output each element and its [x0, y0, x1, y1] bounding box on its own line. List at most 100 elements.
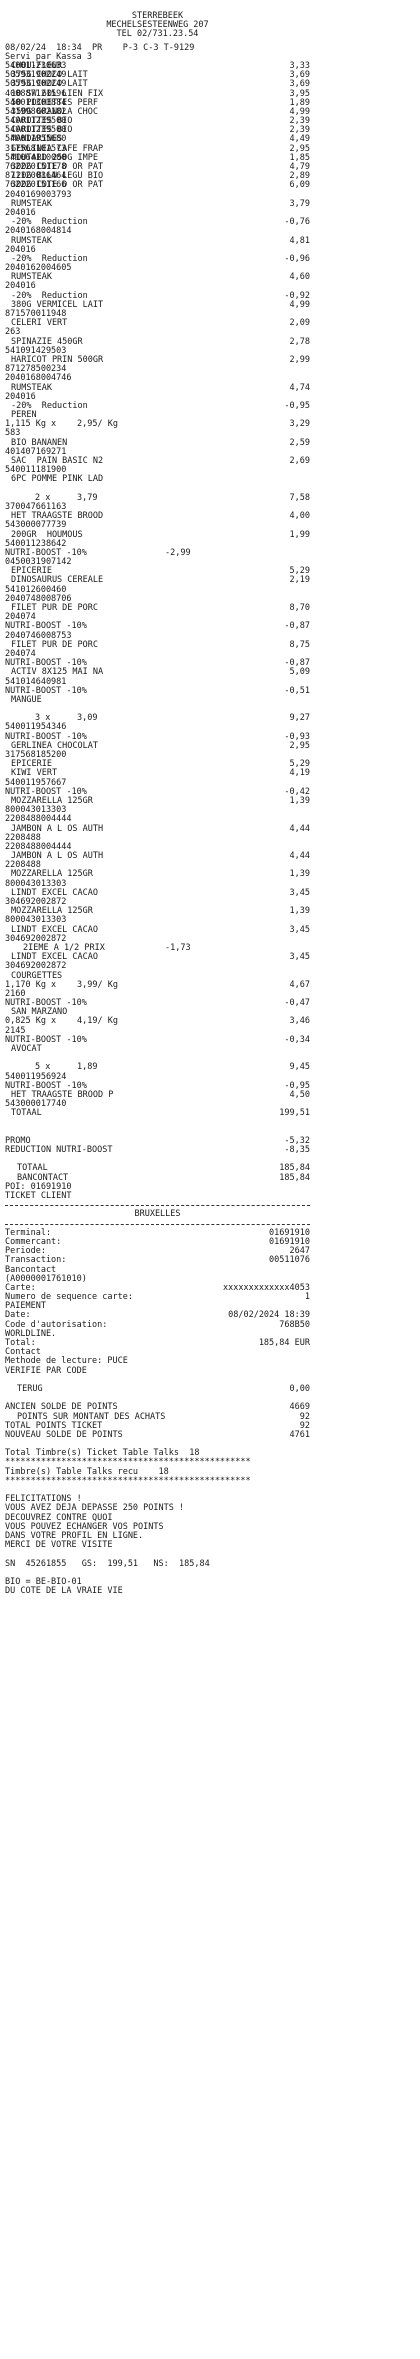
item-description: CHOU-FLEUR — [11, 60, 63, 71]
receipt-line: 762220151178 300G COTE D OR PAT 4,79 — [5, 162, 310, 172]
item-price: 2,59 — [289, 437, 310, 448]
discount-amount: -1,73 — [165, 942, 191, 953]
receipt-line: 543000077739 — [5, 521, 310, 530]
receipt-line: 505931902249 375G CHOCO LAIT 3,69 — [5, 70, 310, 80]
payment-row: Terminal: 01691910 — [5, 1227, 310, 1238]
item-description: MOUTARD 250G IMPE — [11, 152, 98, 163]
item-price: 3,79 — [289, 198, 310, 209]
unit-price: 3,79 — [77, 492, 98, 503]
item-price: 2,39 — [289, 125, 310, 136]
item-price: 1,39 — [289, 795, 310, 806]
item-price: 9,45 — [289, 1062, 310, 1073]
barcode-number: 2040169003793 — [5, 189, 72, 200]
receipt-line: COURGETTES — [5, 970, 310, 981]
receipt-line: 370047661163 — [5, 502, 310, 512]
receipt-line: 543000017740 — [5, 1099, 310, 1109]
barcode-number: 317568101573 — [5, 143, 67, 154]
discount-label: NUTRI-BOOST -10% — [5, 547, 87, 558]
receipt-line: EPICERIE 5,29 — [5, 759, 310, 770]
item-price: 2,95 — [289, 740, 310, 751]
barcode-number: 871120036464 — [5, 171, 67, 182]
barcode-number: 304692002872 — [5, 933, 67, 944]
item-description: HET TRAAGSTE BROOD — [11, 511, 104, 522]
item-quantity: 2 x — [35, 492, 51, 503]
receipt-line: 541012600460 — [5, 584, 310, 595]
stamps-total: Total Timbre(s) Ticket Table Talks 18 — [5, 1448, 200, 1459]
item-price: -0,95 — [284, 1080, 310, 1091]
points-new-value: 4761 — [289, 1429, 310, 1440]
item-price: -0,76 — [284, 217, 310, 228]
payment-details: Terminal: 01691910 Commercant: 01691910 Peri… — [5, 1227, 310, 1266]
item-price: -0,87 — [284, 658, 310, 669]
barcode-number: 800043013303 — [5, 878, 67, 889]
receipt-line: 541064110000 MOUTARD 250G IMPE 1,85 — [5, 152, 310, 163]
discount-label: NUTRI-BOOST -10% — [5, 685, 87, 696]
item-price: -0,42 — [284, 786, 310, 797]
barcode-number: 800043013303 — [5, 915, 67, 926]
barcode-number: 400887121596 — [5, 88, 67, 99]
barcode-number: 540011303884 — [5, 97, 67, 108]
receipt-line: 871278500234 — [5, 364, 310, 374]
item-quantity: 1,115 Kg x — [5, 419, 57, 430]
payment-row: Commercant: 01691910 — [5, 1237, 310, 1247]
receipt-line: 800043013303 — [5, 916, 310, 925]
receipt-line: HET TRAAGSTE BROOD 4,00 — [5, 511, 310, 522]
receipt-line: EPICERIE 5,29 — [5, 567, 310, 576]
date-value: 08/02/2024 18:39 — [228, 1310, 310, 1321]
receipt-line: KIWI VERT 4,19 — [5, 769, 310, 778]
item-description: 300G COTE D OR PAT — [11, 162, 104, 172]
barcode-number: 263 — [5, 327, 21, 338]
barcode-number: 540011954346 — [5, 722, 67, 733]
total-value: 185,84 — [279, 1163, 310, 1174]
receipt-line: NUTRI-BOOST -10% -0,47 — [5, 998, 310, 1008]
barcode-number: 540011239500 — [5, 125, 67, 136]
receipt-datetime: 08/02/24 18:34 PR P-3 C-3 T-9129 — [5, 42, 195, 53]
item-price: 1,39 — [289, 869, 310, 880]
receipt-line: 204016 — [5, 392, 310, 402]
item-price: 8,75 — [289, 639, 310, 650]
item-description: FILET PUR DE PORC — [11, 639, 98, 650]
payment-row-value: 2647 — [289, 1246, 310, 1257]
receipt-line: NUTRI-BOOST -10% -0,95 — [5, 1080, 310, 1091]
receipt-line: FILET PUR DE PORC 8,75 — [5, 639, 310, 650]
item-description: TOTAAL — [11, 1108, 42, 1119]
receipt-line: 304692002872 — [5, 933, 310, 944]
footer-text: VOUS POUVEZ ECHANGER VOS POINTS — [5, 1521, 164, 1532]
item-description: 10 SW 60L LIEN FIX — [11, 88, 104, 99]
barcode-number: 541091429503 — [5, 345, 67, 356]
receipt-line: LINDT EXCEL CACAO 3,45 — [5, 887, 310, 898]
item-description: PEREN — [11, 410, 37, 421]
item-description: 380G VERMICEL LAIT — [11, 299, 104, 310]
reduction-value: -8,35 — [284, 1145, 310, 1156]
receipt-line: 2040162004605 — [5, 263, 310, 273]
store-address: MECHELSESTEENWEG 207 — [106, 20, 209, 31]
item-description: LINDT EXCEL CACAO — [11, 887, 98, 898]
discount-label: NUTRI-BOOST -10% — [5, 786, 87, 797]
item-price: -0,93 — [284, 731, 310, 742]
item-price: -0,87 — [284, 621, 310, 632]
cashier-line: Servi par Kassa 3 — [5, 51, 92, 62]
receipt-line: 401407169271 — [5, 447, 310, 457]
barcode-number: 2145 — [5, 1025, 26, 1036]
receipt-line: 317568185200 — [5, 750, 310, 760]
item-description: KIWI VERT — [11, 768, 58, 779]
item-description: 375G CHOCO LAIT — [11, 79, 88, 90]
receipt-line: NUTRI-BOOST -10% -0,34 — [5, 1035, 310, 1045]
item-price: 4,50 — [289, 1089, 310, 1100]
barcode-number: 541012600460 — [5, 584, 67, 595]
item-description: LINDT EXCEL CACAO — [11, 952, 98, 963]
barcode-number: 871570011948 — [5, 309, 67, 319]
item-description: COURGETTES — [11, 970, 63, 981]
barcode-number: 2040746008753 — [5, 630, 72, 641]
barcode-number: 2208488004444 — [5, 814, 72, 825]
receipt-line: 540011955680 MANDARINES 4,49 — [5, 135, 310, 144]
payment-row-label: Terminal: — [5, 1227, 52, 1238]
barcode-number: 304692002872 — [5, 897, 67, 907]
receipt-line: 583 — [5, 429, 310, 438]
receipt-line: 2040169003793 — [5, 189, 310, 200]
item-description: 300G COTE D OR PAT — [11, 180, 104, 191]
receipt-line: -20% Reduction -0,76 — [5, 217, 310, 228]
discount-label: NUTRI-BOOST -10% — [5, 621, 87, 632]
receipt-line: -20% Reduction -0,92 — [5, 291, 310, 301]
item-price: 5,29 — [289, 759, 310, 770]
